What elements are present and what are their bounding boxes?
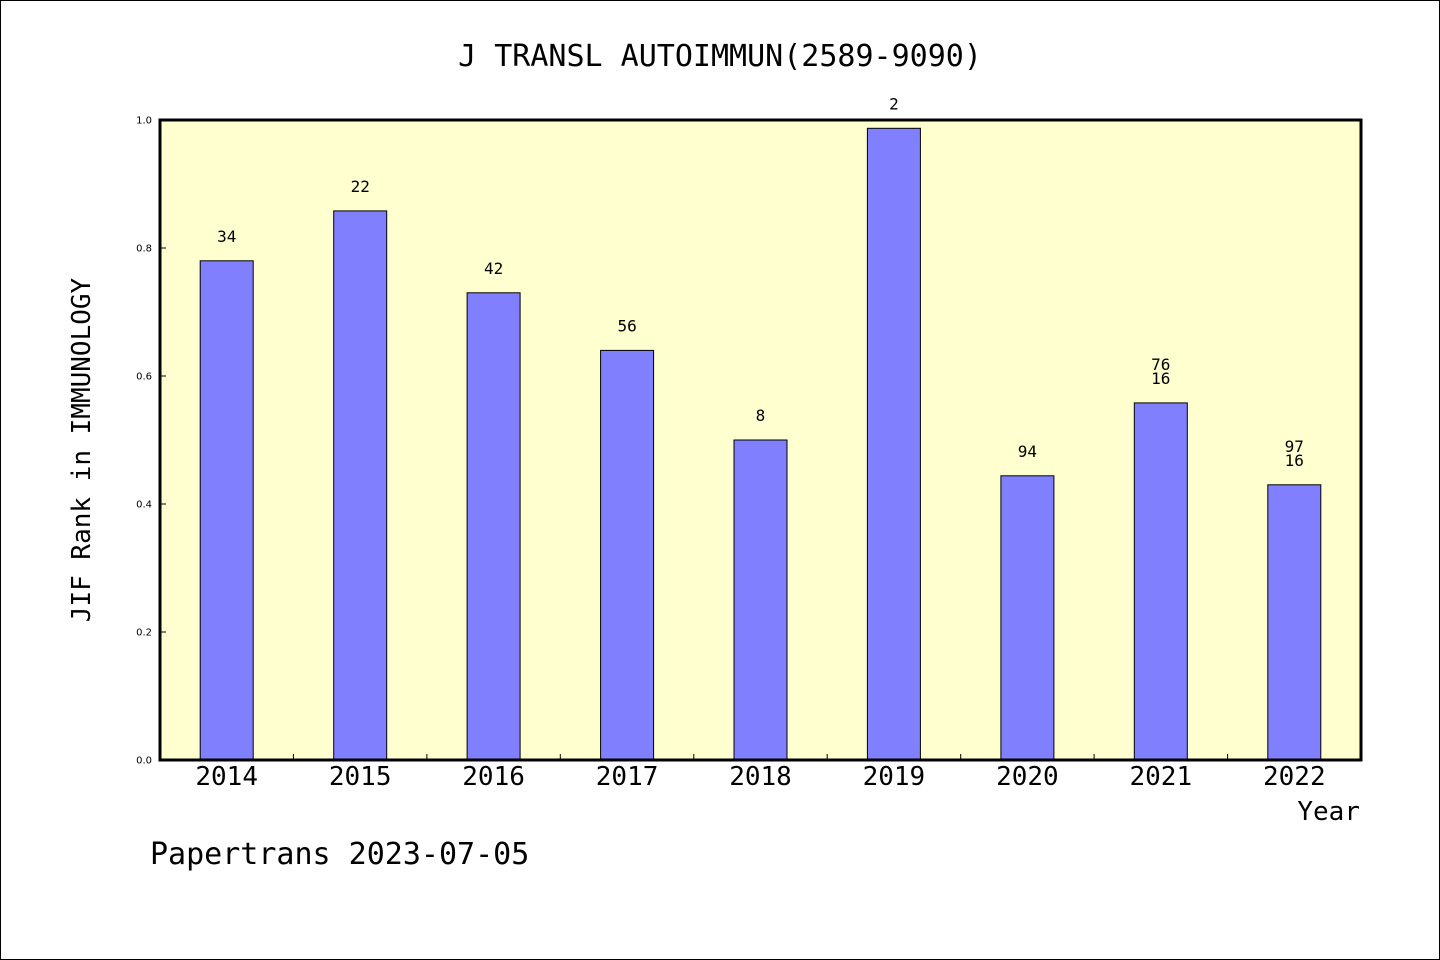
bar-2018: [733, 439, 788, 761]
y-tick-label: 1.0: [136, 116, 152, 127]
x-tick-label-2018: 2018: [729, 762, 792, 792]
data-label-2018: 8: [756, 406, 766, 425]
data-label-2021: 76 16: [1151, 355, 1170, 388]
data-label-2020: 94: [1018, 442, 1037, 461]
plot-border: [158, 118, 1363, 762]
data-label-2019: 2: [889, 94, 899, 113]
bar-2016: [466, 292, 521, 761]
x-tick-label-2019: 2019: [863, 762, 926, 792]
bar-2015: [333, 210, 388, 761]
data-label-2016: 42: [484, 259, 503, 278]
bar-2020: [1000, 475, 1055, 761]
y-tick-label: 0.6: [136, 372, 152, 383]
x-tick-label-2017: 2017: [596, 762, 659, 792]
x-tick-label-2021: 2021: [1129, 762, 1192, 792]
y-tick-label: 0.2: [136, 628, 152, 639]
data-label-2017: 56: [617, 316, 636, 335]
data-label-2022: 97 16: [1285, 437, 1304, 470]
x-tick-label-2014: 2014: [195, 762, 258, 792]
y-axis-label: JIF Rank in IMMUNOLOGY: [67, 277, 97, 622]
footer-text: Papertrans 2023-07-05: [150, 837, 529, 872]
x-tick-label-2015: 2015: [329, 762, 392, 792]
x-axis-label: Year: [1297, 797, 1360, 827]
data-label-2014: 34: [217, 227, 236, 246]
x-tick-label-2022: 2022: [1263, 762, 1326, 792]
bar-2021: [1133, 402, 1188, 761]
y-tick-label: 0.4: [136, 500, 152, 511]
data-label-2015: 22: [351, 177, 370, 196]
x-tick-label-2020: 2020: [996, 762, 1059, 792]
bar-2017: [600, 349, 655, 761]
chart-title: J TRANSL AUTOIMMUN(2589-9090): [458, 39, 982, 74]
bar-2022: [1267, 484, 1322, 761]
y-tick-label: 0.8: [136, 244, 152, 255]
bar-2014: [199, 260, 254, 761]
y-tick-label: 0.0: [136, 756, 152, 767]
x-tick-label-2016: 2016: [462, 762, 525, 792]
bar-2019: [866, 127, 921, 761]
